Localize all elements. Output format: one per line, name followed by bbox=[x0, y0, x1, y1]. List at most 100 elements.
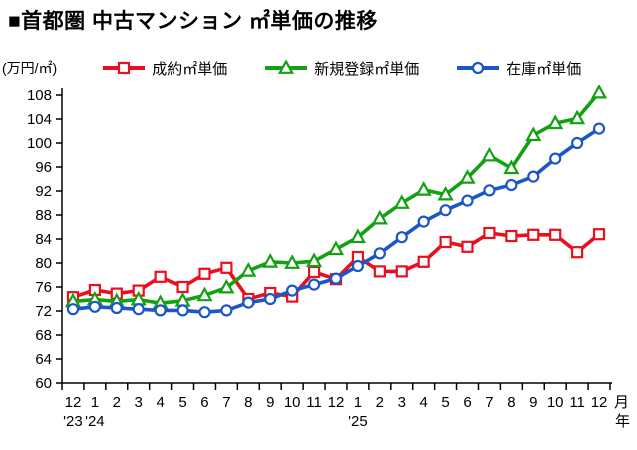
x-axis-month-label: 6 bbox=[463, 394, 471, 411]
x-axis-month-label: 4 bbox=[420, 394, 428, 411]
data-point-marker-circle bbox=[395, 231, 408, 244]
data-point-marker-circle bbox=[592, 122, 606, 135]
data-point-marker-circle bbox=[88, 300, 101, 313]
x-axis-month-label: 5 bbox=[441, 394, 449, 411]
data-point-marker-triangle bbox=[437, 185, 454, 201]
data-point-marker-square bbox=[176, 280, 189, 294]
x-axis-month-label: 2 bbox=[376, 394, 384, 411]
legend-swatch-triangle bbox=[265, 60, 308, 74]
legend-label: 新規登録㎡単価 bbox=[314, 60, 420, 78]
data-point-marker-square bbox=[505, 229, 518, 243]
legend-item-2: 在庫㎡単価 bbox=[455, 58, 581, 79]
x-axis-year-unit: 年 bbox=[615, 413, 630, 430]
chart-legend: 成約㎡単価 新規登録㎡単価 在庫㎡単価 bbox=[101, 58, 581, 79]
y-axis-tick-label: 72 bbox=[35, 303, 52, 320]
data-point-marker-square bbox=[198, 267, 211, 280]
y-axis-tick-label: 96 bbox=[35, 159, 52, 176]
data-point-marker-triangle bbox=[240, 262, 257, 277]
data-point-marker-circle bbox=[549, 152, 562, 165]
data-point-marker-square bbox=[417, 255, 430, 268]
data-point-marker-square bbox=[439, 235, 452, 249]
legend-row: (万円/㎡) 成約㎡単価 新規登録㎡単価 在庫㎡単価 bbox=[2, 57, 637, 79]
y-axis-tick-label: 88 bbox=[35, 207, 52, 224]
data-point-marker-circle bbox=[154, 304, 167, 317]
data-point-marker-triangle bbox=[415, 181, 432, 196]
data-point-marker-circle bbox=[66, 303, 80, 316]
series-1 bbox=[64, 85, 608, 310]
data-point-marker-triangle bbox=[547, 114, 564, 130]
data-point-marker-circle bbox=[439, 204, 452, 217]
x-axis-month-label: 9 bbox=[529, 394, 537, 411]
x-axis-month-label: 10 bbox=[284, 394, 301, 411]
y-axis-tick-label: 64 bbox=[35, 351, 52, 368]
data-point-marker-triangle bbox=[481, 146, 498, 162]
y-axis-tick-label: 80 bbox=[35, 255, 52, 272]
x-axis-year-label: '24 bbox=[85, 413, 105, 430]
data-point-marker-triangle bbox=[306, 252, 323, 268]
data-point-marker-square bbox=[549, 228, 562, 241]
x-axis-month-label: 7 bbox=[222, 394, 230, 411]
series-0 bbox=[66, 226, 606, 306]
data-point-marker-triangle bbox=[503, 159, 520, 175]
data-point-marker-square bbox=[154, 270, 167, 283]
x-axis-month-label: 3 bbox=[135, 394, 143, 411]
y-axis-tick-label: 104 bbox=[27, 111, 52, 128]
legend-swatch-circle bbox=[457, 61, 500, 75]
data-point-marker-circle bbox=[351, 259, 365, 273]
data-point-marker-triangle bbox=[459, 169, 476, 184]
data-point-marker-circle bbox=[483, 184, 496, 197]
y-axis-tick-label: 60 bbox=[35, 375, 52, 392]
data-point-marker-circle bbox=[472, 61, 485, 75]
data-point-marker-circle bbox=[264, 292, 277, 306]
data-point-marker-triangle bbox=[218, 278, 235, 294]
x-axis-month-label: 1 bbox=[354, 394, 362, 411]
data-point-marker-triangle bbox=[327, 240, 345, 256]
data-point-marker-triangle bbox=[196, 286, 213, 302]
series-line bbox=[71, 90, 601, 305]
data-point-marker-circle bbox=[132, 303, 145, 316]
x-axis-month-label: 8 bbox=[507, 394, 515, 411]
y-axis-tick-label: 68 bbox=[35, 327, 52, 344]
data-point-marker-triangle bbox=[393, 194, 410, 209]
x-axis-month-label: 10 bbox=[547, 394, 564, 411]
x-axis-month-label: 7 bbox=[485, 394, 493, 411]
x-axis-year-label: '25 bbox=[348, 413, 368, 430]
x-axis-month-label: 12 bbox=[328, 394, 345, 411]
legend-item-0: 成約㎡単価 bbox=[101, 58, 227, 79]
data-point-marker-square bbox=[571, 246, 584, 259]
data-point-marker-circle bbox=[329, 272, 343, 285]
y-axis-tick-label: 92 bbox=[35, 183, 52, 200]
data-point-marker-triangle bbox=[349, 228, 366, 244]
x-axis-month-label: 12 bbox=[65, 394, 82, 411]
x-axis-month-label: 6 bbox=[200, 394, 208, 411]
data-point-marker-square bbox=[592, 228, 606, 241]
data-point-marker-triangle bbox=[569, 109, 586, 125]
data-point-marker-triangle bbox=[371, 209, 388, 225]
legend-item-1: 新規登録㎡単価 bbox=[263, 58, 419, 79]
data-point-marker-circle bbox=[373, 247, 386, 260]
legend-label: 成約㎡単価 bbox=[152, 60, 228, 78]
x-axis-month-label: 11 bbox=[306, 394, 322, 411]
x-axis-month-label: 2 bbox=[113, 394, 121, 411]
data-point-marker-square bbox=[461, 240, 474, 253]
data-point-marker-square bbox=[527, 228, 540, 241]
data-point-marker-triangle bbox=[174, 292, 191, 307]
data-point-marker-square bbox=[307, 265, 321, 279]
data-point-marker-circle bbox=[286, 284, 299, 297]
y-axis-tick-label: 76 bbox=[35, 279, 52, 296]
x-axis-month-label: 12 bbox=[591, 394, 608, 411]
x-axis-month-label: 3 bbox=[398, 394, 406, 411]
data-point-marker-triangle bbox=[590, 85, 608, 99]
x-axis-month-label: 8 bbox=[244, 394, 252, 411]
x-axis-month-unit: 月 bbox=[614, 394, 629, 411]
y-axis-unit-label: (万円/㎡) bbox=[2, 60, 58, 76]
y-axis-tick-label: 100 bbox=[27, 135, 52, 152]
page-title: ■首都圏 中古マンション ㎡単価の推移 bbox=[8, 10, 378, 33]
data-point-marker-triangle bbox=[278, 60, 295, 74]
data-point-marker-circle bbox=[461, 194, 474, 207]
data-point-marker-circle bbox=[527, 170, 540, 183]
y-axis-tick-label: 108 bbox=[27, 87, 52, 104]
data-point-marker-circle bbox=[220, 304, 233, 317]
series-2 bbox=[66, 122, 606, 319]
data-point-marker-circle bbox=[110, 301, 123, 315]
